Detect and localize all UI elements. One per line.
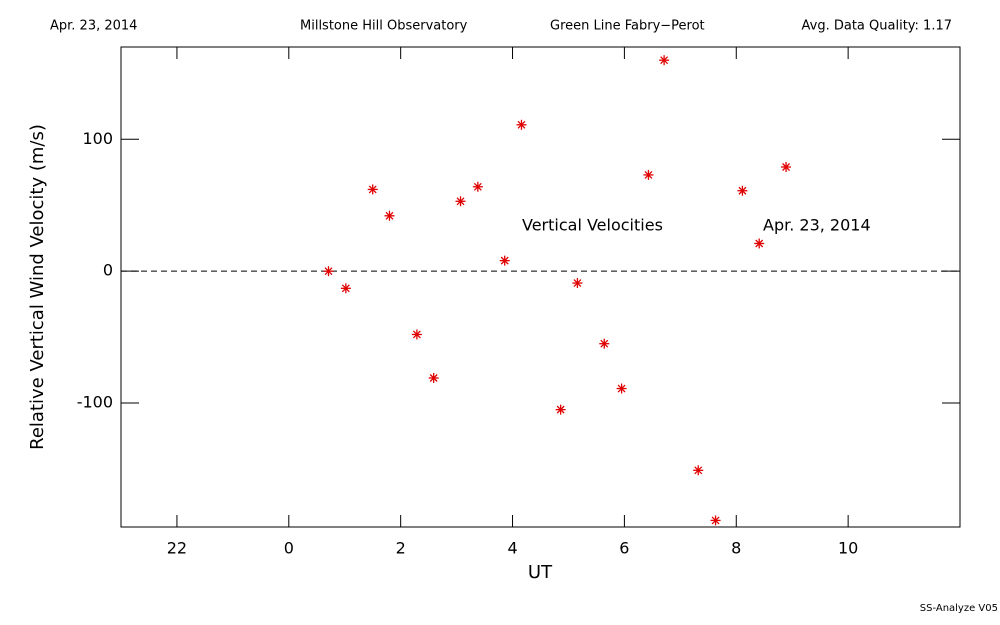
x-tick-label: 0	[284, 539, 294, 558]
data-point	[411, 329, 422, 340]
data-point	[367, 184, 378, 195]
x-tick-label: 4	[507, 539, 517, 558]
data-point	[384, 210, 395, 221]
data-point	[693, 465, 704, 476]
data-point	[499, 255, 510, 266]
data-point	[643, 169, 654, 180]
x-tick-label: 10	[838, 539, 858, 558]
header-quality: Avg. Data Quality: 1.17	[802, 19, 952, 34]
data-point	[572, 278, 583, 289]
x-tick-label: 6	[619, 539, 629, 558]
data-point	[710, 515, 721, 526]
data-point	[616, 383, 627, 394]
data-point	[428, 372, 439, 383]
data-point	[340, 283, 351, 294]
data-point	[323, 266, 334, 277]
annotation: Apr. 23, 2014	[763, 216, 871, 235]
x-tick-label: 8	[731, 539, 741, 558]
y-tick-label: -100	[77, 393, 113, 412]
x-tick-label: 2	[396, 539, 406, 558]
data-point	[754, 238, 765, 249]
data-point	[659, 55, 670, 66]
data-point	[455, 196, 466, 207]
footer: SS-Analyze V05	[920, 603, 998, 614]
header-date: Apr. 23, 2014	[50, 19, 137, 34]
header-instrument: Green Line Fabry−Perot	[550, 19, 705, 34]
data-point	[737, 185, 748, 196]
y-tick-label: 100	[82, 129, 113, 148]
annotation: Vertical Velocities	[522, 216, 663, 235]
y-axis-label: Relative Vertical Wind Velocity (m/s)	[27, 124, 48, 450]
header-observatory: Millstone Hill Observatory	[300, 19, 468, 34]
x-axis-label: UT	[528, 562, 553, 583]
data-point	[781, 162, 792, 172]
y-tick-label: 0	[103, 261, 113, 280]
data-point	[599, 338, 610, 349]
plot-frame	[120, 46, 961, 528]
data-point	[555, 404, 566, 415]
data-point	[516, 119, 527, 130]
x-tick-label: 22	[167, 539, 187, 558]
data-point	[472, 181, 483, 192]
